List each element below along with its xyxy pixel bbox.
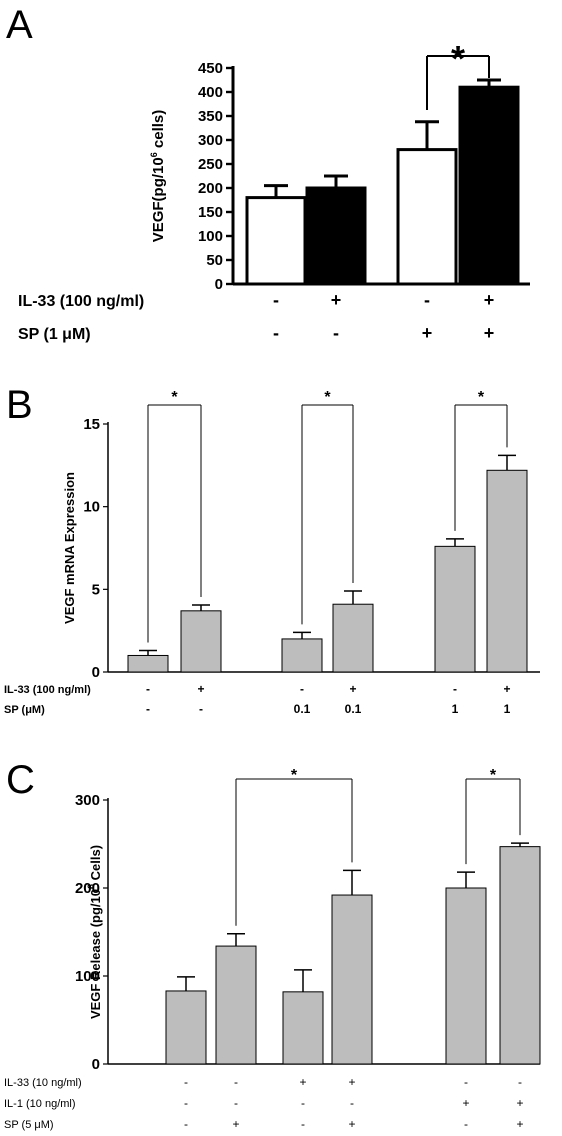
panel-b-condition-sign: + [349,682,356,696]
panel-c-condition-label: IL-33 (10 ng/ml) [4,1077,82,1089]
panel-b-condition-sign: 0.1 [294,702,311,716]
panel-c-condition-label: IL-1 (10 ng/ml) [4,1098,76,1110]
panel-c-bar [499,846,541,1065]
panel-c-tick-label: 300 [75,792,100,809]
panel-c-letter: C [6,758,35,802]
panel-a-tick-label: 150 [198,204,223,221]
panel-a-condition-sign: - [273,290,279,310]
panel-c-bar [165,990,207,1065]
panel-b-bar [281,638,323,673]
panel-c-bar [445,887,487,1065]
panel-b-condition-sign: - [453,682,457,696]
panel-a-condition-sign: + [484,323,495,343]
panel-c-condition-sign: + [348,1117,355,1131]
panel-c-condition-label: SP (5 μM) [4,1119,54,1131]
panel-b-condition-sign: + [197,682,204,696]
panel-c-sig-star: * [490,767,497,784]
panel-c-condition-sign: + [462,1096,469,1110]
panel-b-condition-sign: - [199,702,203,716]
panel-b-tick-label: 5 [92,581,100,598]
panel-c-condition-sign: - [184,1096,188,1110]
panel-b-bar [180,610,222,673]
panel-c-condition-sign: + [348,1075,355,1089]
panel-c-condition-sign: + [232,1117,239,1131]
panel-c-condition-sign: - [301,1096,305,1110]
panel-b-condition-sign: 1 [504,702,511,716]
panel-b-condition-sign: - [146,702,150,716]
panel-a-bar [458,85,520,286]
panel-c-condition-sign: - [184,1117,188,1131]
panel-c-bar [282,991,324,1065]
panel-b-sig-star: * [171,389,178,406]
panel-a-tick-label: 0 [215,276,223,293]
panel-c-bar [331,894,373,1065]
panel-b-y-axis-label: VEGF mRNA Expression [62,472,77,624]
panel-a-sig-star: * [451,38,465,79]
panel-b-condition-sign: 0.1 [345,702,362,716]
panel-b-sig-star: * [478,389,485,406]
panel-b-condition-label: IL-33 (100 ng/ml) [4,684,91,696]
panel-a-letter: A [6,3,33,47]
panel-c-condition-sign: + [516,1096,523,1110]
panel-a-condition-label: IL-33 (100 ng/ml) [18,293,144,310]
panel-a-bar [245,196,307,286]
panel-b-condition-sign: + [503,682,510,696]
panel-c-condition-sign: - [234,1096,238,1110]
panel-c-tick-label: 200 [75,880,100,897]
panel-a-bar [305,186,367,286]
panel-c-condition-sign: - [350,1096,354,1110]
panel-b-condition-sign: 1 [452,702,459,716]
panel-a-condition-sign: - [424,290,430,310]
panel-a-tick-label: 350 [198,108,223,125]
panel-b-condition-sign: - [146,682,150,696]
panel-a-condition-sign: + [484,290,495,310]
panel-a-condition-label: SP (1 μM) [18,326,91,343]
panel-b-letter: B [6,383,33,427]
panel-c-condition-sign: - [301,1117,305,1131]
panel-a-tick-label: 450 [198,60,223,77]
panel-b-bar [486,469,528,673]
panel-a-tick-label: 200 [198,180,223,197]
panel-a-condition-sign: - [333,323,339,343]
panel-c-tick-label: 0 [92,1056,100,1073]
panel-c-y-axis-label: VEGF Release (pg/106 Cells) [86,845,103,1019]
panel-b-bar [332,603,374,673]
panel-a-tick-label: 100 [198,228,223,245]
panel-c-condition-sign: + [299,1075,306,1089]
panel-c-condition-sign: - [184,1075,188,1089]
panel-a-y-axis-label: VEGF(pg/106 cells) [149,110,167,243]
panel-c-condition-sign: + [516,1117,523,1131]
panel-a-tick-label: 250 [198,156,223,173]
panel-a-tick-label: 400 [198,84,223,101]
panel-c-condition-sign: - [234,1075,238,1089]
panel-c-sig-star: * [291,767,298,784]
panel-b-condition-sign: - [300,682,304,696]
panel-a-condition-sign: + [331,290,342,310]
panel-a-tick-label: 300 [198,132,223,149]
panel-b-tick-label: 0 [92,664,100,681]
panel-b-tick-label: 15 [83,416,100,433]
panel-a-condition-sign: + [422,323,433,343]
panel-c-condition-sign: - [518,1075,522,1089]
panel-b-sig-star: * [324,389,331,406]
panel-b-bar [434,545,476,673]
panel-a-condition-sign: - [273,323,279,343]
panel-c-condition-sign: - [464,1117,468,1131]
panel-c-condition-sign: - [464,1075,468,1089]
panel-c-bar [215,945,257,1065]
panel-c-tick-label: 100 [75,968,100,985]
panel-a-tick-label: 50 [206,252,223,269]
panel-b-condition-label: SP (μM) [4,704,45,716]
panel-b-tick-label: 10 [83,499,100,516]
panel-a-bar [396,148,458,286]
panel-b-bar [127,654,169,673]
